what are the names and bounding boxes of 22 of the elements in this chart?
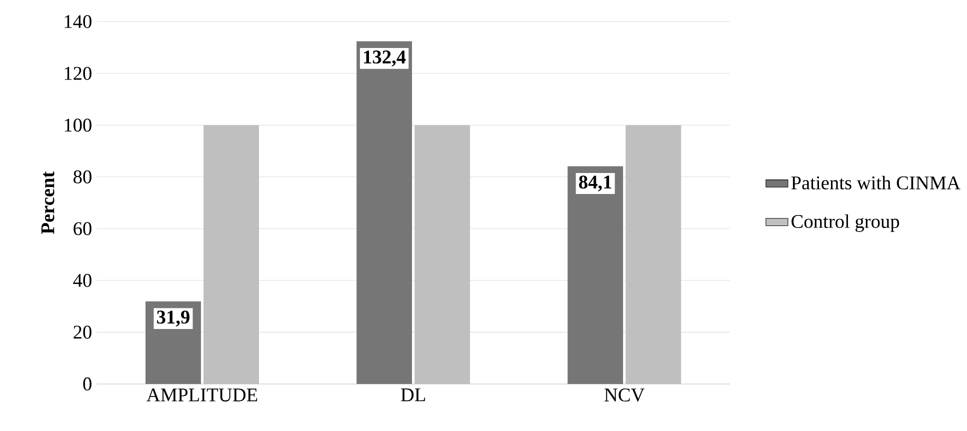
y-tick-label: 60: [74, 222, 92, 236]
y-tick-label: 40: [73, 274, 92, 287]
x-tick-label: DL: [400, 388, 426, 402]
y-tick-label: 20: [74, 325, 92, 339]
bar: [356, 41, 412, 384]
x-tick-label: AMPLITUDE: [146, 388, 258, 402]
data-label: 132,4: [364, 50, 406, 66]
legend-label: Control group: [792, 214, 900, 232]
bar: [204, 124, 259, 384]
y-tick-label: 120: [64, 66, 92, 80]
y-tick-label: 100: [64, 118, 92, 132]
y-tick-label: 80: [74, 170, 92, 184]
legend-label: Patients with CINMA: [791, 176, 960, 190]
y-tick-label: 140: [64, 14, 92, 28]
bar: [414, 124, 470, 384]
y-axis-title: Percent: [41, 171, 54, 234]
data-label: 84,1: [579, 175, 612, 192]
bar: [568, 166, 624, 384]
y-tick-label: 0: [83, 377, 92, 390]
data-label: 31,9: [157, 310, 190, 326]
x-tick-label: NCV: [604, 388, 645, 402]
bar: [626, 124, 682, 384]
